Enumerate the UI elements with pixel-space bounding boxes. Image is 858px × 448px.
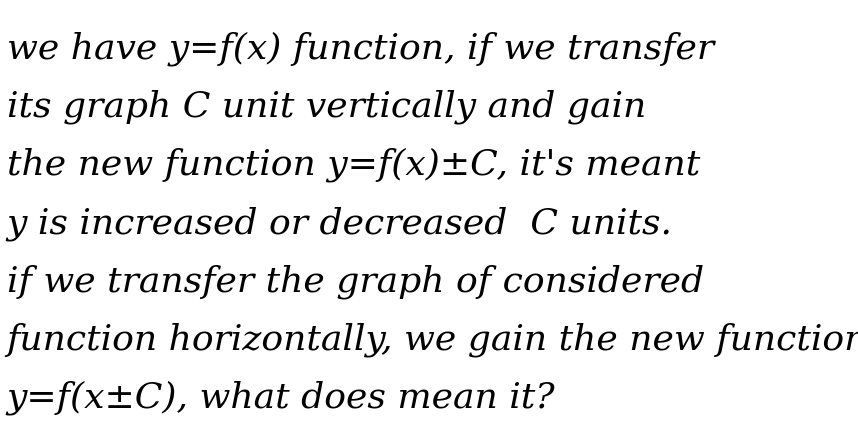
Text: function horizontally, we gain the new function: function horizontally, we gain the new f…: [7, 323, 858, 357]
Text: if we transfer the graph of considered: if we transfer the graph of considered: [7, 264, 704, 299]
Text: y=f(x±C), what does mean it?: y=f(x±C), what does mean it?: [7, 381, 555, 415]
Text: we have y=f(x) function, if we transfer: we have y=f(x) function, if we transfer: [7, 31, 714, 66]
Text: the new function y=f(x)±C, it's meant: the new function y=f(x)±C, it's meant: [7, 148, 700, 182]
Text: its graph C unit vertically and gain: its graph C unit vertically and gain: [7, 90, 646, 124]
Text: y is increased or decreased  C units.: y is increased or decreased C units.: [7, 206, 673, 241]
